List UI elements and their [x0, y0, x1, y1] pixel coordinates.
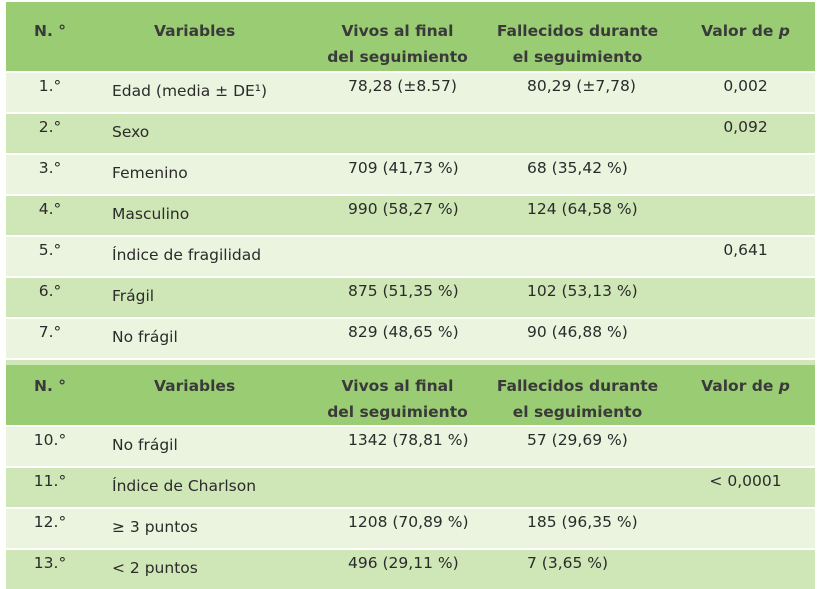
row-valor-p: 0,002	[676, 71, 815, 113]
row-valor-p: < 0,0001	[676, 466, 815, 508]
row-fallecidos	[479, 466, 676, 508]
header-valor-p: Valor de p	[676, 2, 815, 72]
results-table-part-2: N. ° Variables Vivos al final del seguimi…	[6, 365, 815, 589]
header-vivos: Vivos al final del seguimiento	[316, 2, 479, 72]
row-number: 10.°	[6, 425, 94, 467]
table-row: 7.° No frágil 829 (48,65 %) 90 (46,88 %)	[6, 317, 815, 359]
header-variables: Variables	[94, 365, 316, 426]
row-vivos: 875 (51,35 %)	[316, 276, 479, 318]
table-row: 4.° Masculino 990 (58,27 %) 124 (64,58 %)	[6, 194, 815, 236]
row-fallecidos: 124 (64,58 %)	[479, 194, 676, 236]
row-vivos: 990 (58,27 %)	[316, 194, 479, 236]
row-vivos	[316, 466, 479, 508]
table-row: 6.° Frágil 875 (51,35 %) 102 (53,13 %)	[6, 276, 815, 318]
row-variable: Femenino	[94, 153, 316, 195]
table-row: 5.° Índice de fragilidad 0,641	[6, 235, 815, 277]
row-valor-p	[676, 153, 815, 195]
row-valor-p	[676, 194, 815, 236]
row-number: 1.°	[6, 71, 94, 113]
header-fallecidos: Fallecidos durante el seguimiento	[479, 365, 676, 426]
row-valor-p	[676, 425, 815, 467]
row-number: 7.°	[6, 317, 94, 359]
table-row: 2.° Sexo 0,092	[6, 112, 815, 154]
row-fallecidos: 90 (46,88 %)	[479, 317, 676, 359]
row-number: 5.°	[6, 235, 94, 277]
row-vivos: 78,28 (±8.57)	[316, 71, 479, 113]
row-variable: ≥ 3 puntos	[94, 507, 316, 549]
header-fallecidos: Fallecidos durante el seguimiento	[479, 2, 676, 72]
row-variable: Edad (media ± DE¹)	[94, 71, 316, 113]
row-number: 2.°	[6, 112, 94, 154]
table-row: 10.° No frágil 1342 (78,81 %) 57 (29,69 %)	[6, 425, 815, 467]
row-valor-p	[676, 548, 815, 589]
row-variable: Masculino	[94, 194, 316, 236]
row-number: 12.°	[6, 507, 94, 549]
row-vivos: 1208 (70,89 %)	[316, 507, 479, 549]
row-valor-p	[676, 317, 815, 359]
row-vivos	[316, 235, 479, 277]
table-row: 1.° Edad (media ± DE¹) 78,28 (±8.57) 80,29 …	[6, 71, 815, 113]
header-n: N. °	[6, 365, 94, 426]
table-row: 11.° Índice de Charlson < 0,0001	[6, 466, 815, 508]
table-header-row: N. ° Variables Vivos al final del seguimi…	[6, 365, 815, 426]
row-valor-p: 0,641	[676, 235, 815, 277]
row-number: 4.°	[6, 194, 94, 236]
row-number: 6.°	[6, 276, 94, 318]
row-variable: < 2 puntos	[94, 548, 316, 589]
row-fallecidos	[479, 112, 676, 154]
row-variable: Sexo	[94, 112, 316, 154]
row-fallecidos: 185 (96,35 %)	[479, 507, 676, 549]
header-n: N. °	[6, 2, 94, 72]
row-vivos: 496 (29,11 %)	[316, 548, 479, 589]
row-fallecidos: 68 (35,42 %)	[479, 153, 676, 195]
table-row: 3.° Femenino 709 (41,73 %) 68 (35,42 %)	[6, 153, 815, 195]
header-variables: Variables	[94, 2, 316, 72]
table-row: 13.° < 2 puntos 496 (29,11 %) 7 (3,65 %)	[6, 548, 815, 589]
row-fallecidos	[479, 235, 676, 277]
row-number: 13.°	[6, 548, 94, 589]
row-fallecidos: 80,29 (±7,78)	[479, 71, 676, 113]
table-row: 12.° ≥ 3 puntos 1208 (70,89 %) 185 (96,35 %…	[6, 507, 815, 549]
row-fallecidos: 57 (29,69 %)	[479, 425, 676, 467]
row-variable: Frágil	[94, 276, 316, 318]
row-variable: Índice de fragilidad	[94, 235, 316, 277]
row-fallecidos: 102 (53,13 %)	[479, 276, 676, 318]
row-variable: No frágil	[94, 317, 316, 359]
row-number: 11.°	[6, 466, 94, 508]
header-valor-p: Valor de p	[676, 365, 815, 426]
row-valor-p	[676, 276, 815, 318]
row-valor-p: 0,092	[676, 112, 815, 154]
row-variable: No frágil	[94, 425, 316, 467]
row-vivos: 829 (48,65 %)	[316, 317, 479, 359]
row-vivos	[316, 112, 479, 154]
row-vivos: 709 (41,73 %)	[316, 153, 479, 195]
row-valor-p	[676, 507, 815, 549]
table-header-row: N. ° Variables Vivos al final del seguimi…	[6, 2, 815, 72]
row-fallecidos: 7 (3,65 %)	[479, 548, 676, 589]
row-vivos: 1342 (78,81 %)	[316, 425, 479, 467]
row-number: 3.°	[6, 153, 94, 195]
row-variable: Índice de Charlson	[94, 466, 316, 508]
header-vivos: Vivos al final del seguimiento	[316, 365, 479, 426]
